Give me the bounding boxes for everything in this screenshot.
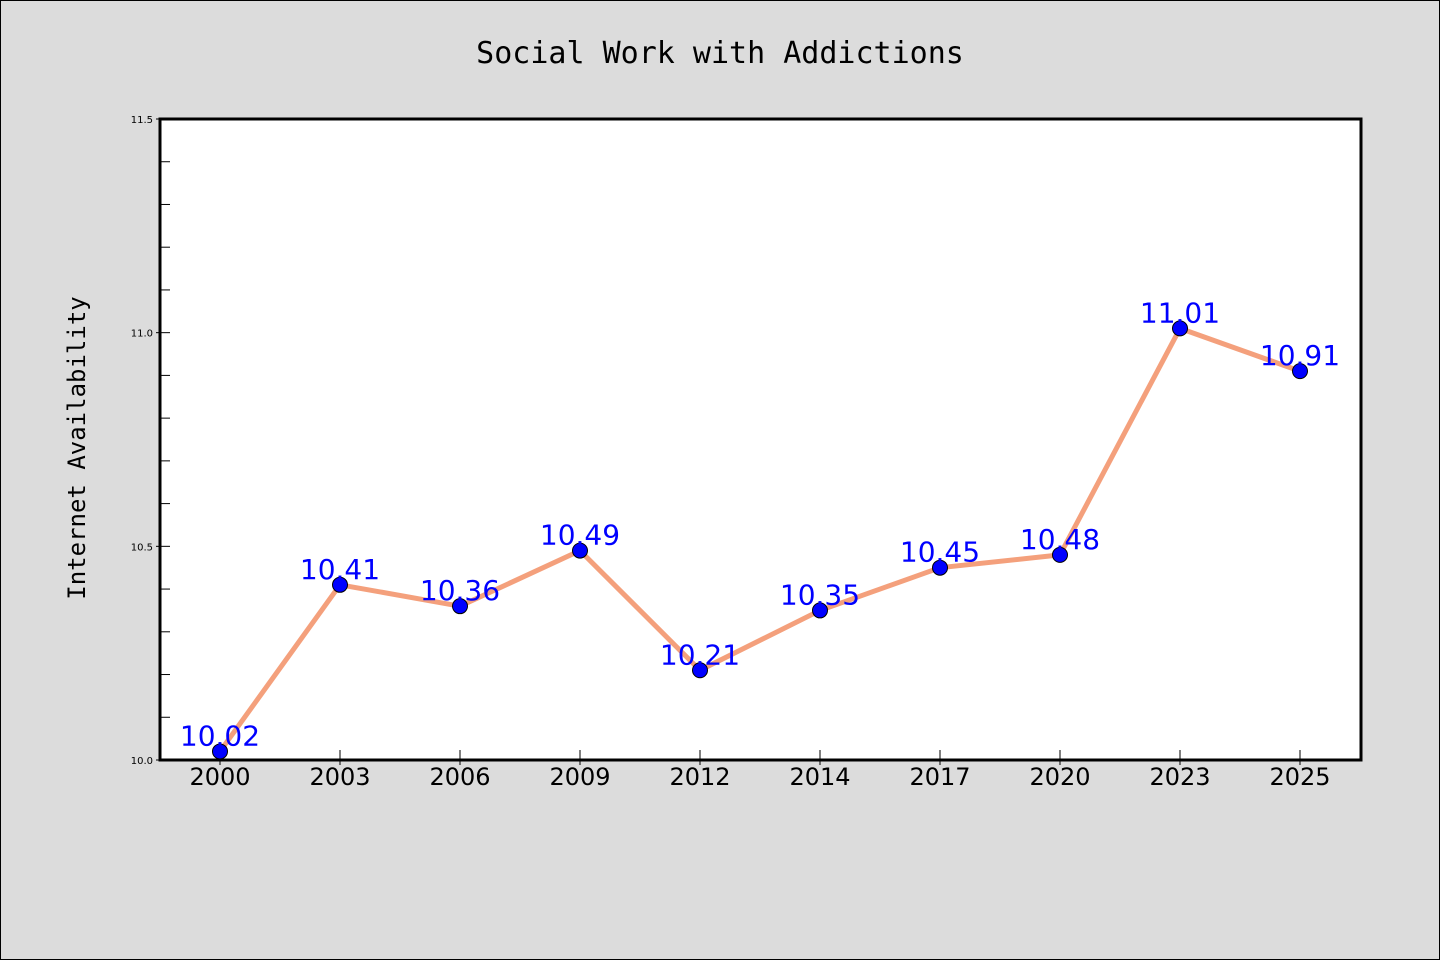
data-point — [692, 662, 708, 679]
x-tick-label: 2017 — [909, 763, 970, 791]
data-point — [452, 598, 468, 615]
x-tick-label: 2003 — [309, 763, 370, 791]
data-point — [572, 542, 588, 559]
data-point — [812, 602, 828, 619]
x-tick-label: 2025 — [1269, 763, 1330, 791]
data-label: 10.91 — [1260, 339, 1340, 372]
x-tick-label: 2006 — [429, 763, 490, 791]
data-label: 11.01 — [1140, 296, 1220, 329]
y-tick-label: 11.5 — [131, 115, 153, 126]
x-axis-ticks: 2000 2003 2006 2009 2012 2014 2017 2020 2023 2025 — [189, 750, 1331, 791]
data-label: 10.35 — [780, 578, 860, 611]
x-tick-label: 2012 — [669, 763, 730, 791]
x-tick-label: 2014 — [789, 763, 850, 791]
data-label: 10.45 — [900, 536, 980, 569]
plot-area — [160, 119, 1361, 760]
data-label: 10.02 — [180, 719, 260, 752]
series-layer — [212, 320, 1308, 760]
data-point — [332, 576, 348, 593]
data-label: 10.49 — [540, 519, 620, 552]
y-tick-label: 11.0 — [131, 329, 153, 340]
data-labels: 10.02 10.41 10.36 10.49 10.21 10.35 10.45 10.48… — [180, 296, 1340, 752]
data-point — [1172, 320, 1188, 337]
series-line — [217, 325, 1303, 754]
data-point — [932, 559, 948, 576]
x-tick-label: 2020 — [1029, 763, 1090, 791]
data-point — [1052, 546, 1068, 563]
y-tick-label: 10.0 — [131, 756, 153, 767]
data-label: 10.21 — [660, 638, 740, 671]
y-axis-label: Internet Availability — [63, 296, 91, 599]
x-tick-label: 2000 — [189, 763, 250, 791]
y-tick-label: 10.5 — [131, 542, 153, 553]
data-point — [1292, 363, 1308, 380]
plot-border — [158, 117, 1363, 762]
data-label: 10.41 — [300, 553, 380, 586]
x-tick-label: 2009 — [549, 763, 610, 791]
data-label: 10.48 — [1020, 523, 1100, 556]
data-label: 10.36 — [420, 574, 500, 607]
x-tick-label: 2023 — [1149, 763, 1210, 791]
chart-title: Social Work with Addictions — [476, 36, 964, 71]
